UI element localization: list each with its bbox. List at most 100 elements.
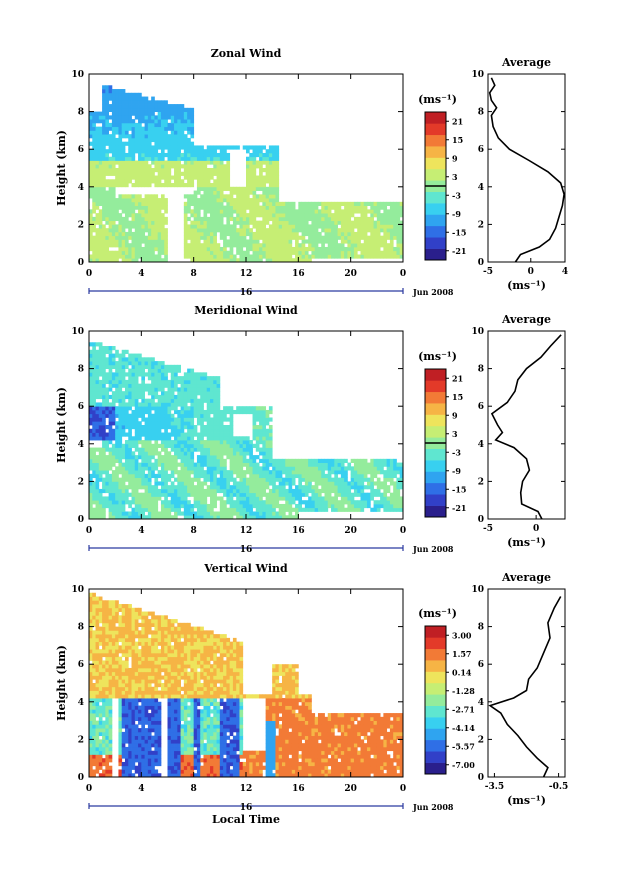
heatmap-cell	[255, 220, 260, 225]
heatmap-cell	[259, 511, 263, 516]
heatmap-cell	[340, 250, 345, 255]
colorbar-swatch	[425, 146, 446, 158]
heatmap-cell	[226, 186, 231, 191]
heatmap-cell	[170, 402, 175, 407]
heatmap-cell	[389, 209, 394, 214]
heatmap-cell	[295, 213, 299, 218]
heatmap-cell	[193, 246, 198, 252]
heatmap-cell	[236, 511, 240, 516]
heatmap-cell	[252, 243, 257, 248]
heatmap-cell	[213, 258, 217, 263]
heatmap-cell	[206, 477, 211, 482]
heatmap-cell	[334, 228, 338, 233]
heatmap-cell	[102, 440, 106, 445]
heatmap-cell	[128, 503, 132, 509]
heatmap-cell	[232, 224, 237, 229]
heatmap-cell	[389, 254, 394, 259]
heatmap-cell	[321, 507, 325, 512]
heatmap-cell	[353, 239, 358, 244]
heatmap-cell	[373, 250, 378, 255]
heatmap-cell	[180, 481, 185, 486]
heatmap-cell	[236, 503, 240, 509]
heatmap-cell	[118, 432, 123, 437]
heatmap-cell	[210, 220, 214, 225]
heatmap-cell	[187, 175, 191, 180]
heatmap-cell	[210, 186, 214, 191]
heatmap-cell	[206, 503, 211, 509]
heatmap-cell	[386, 466, 391, 471]
heatmap-cell	[367, 466, 371, 471]
heatmap-cell	[147, 361, 152, 366]
heatmap-cell	[308, 458, 312, 463]
heatmap-cell	[160, 394, 165, 400]
heatmap-cell	[383, 205, 388, 210]
heatmap-cell	[223, 228, 227, 233]
heatmap-cell	[334, 492, 338, 497]
heatmap-cell	[350, 507, 355, 512]
heatmap-cell	[124, 361, 129, 366]
heatmap-cell	[200, 428, 204, 433]
heatmap-cell	[157, 470, 162, 475]
heatmap-cell	[92, 376, 96, 381]
heatmap-cell	[164, 500, 168, 505]
heatmap-cell	[213, 246, 217, 252]
heatmap-cell	[236, 201, 240, 206]
heatmap-cell	[295, 228, 299, 233]
heatmap-cell	[396, 201, 401, 206]
heatmap-cells	[89, 342, 404, 520]
heatmap-cell	[95, 496, 100, 501]
heatmap-cell	[124, 511, 129, 516]
heatmap-cell	[399, 470, 404, 475]
heatmap-cell	[128, 111, 132, 116]
heatmap-cell	[321, 500, 325, 505]
heatmap-cell	[102, 361, 106, 366]
heatmap-cell	[187, 160, 191, 165]
heatmap-cell	[229, 425, 234, 430]
heatmap-cell	[144, 507, 149, 512]
heatmap-cell	[272, 511, 276, 516]
heatmap-cell	[291, 246, 296, 252]
heatmap-cell	[190, 466, 195, 471]
heatmap-cell	[249, 179, 253, 184]
heatmap-cell	[160, 443, 165, 448]
heatmap-cell	[89, 481, 93, 486]
heatmap-cell	[331, 213, 335, 218]
heatmap-cell	[255, 160, 260, 165]
heatmap-cell	[223, 417, 227, 422]
heatmap-cell	[128, 246, 132, 252]
heatmap-cell	[206, 145, 211, 150]
heatmap-cell	[164, 451, 168, 456]
heatmap-cell	[118, 364, 123, 369]
heatmap-cell	[147, 235, 152, 240]
heatmap-cell	[232, 477, 237, 482]
heatmap-cell	[180, 394, 185, 400]
heatmap-cell	[380, 228, 384, 233]
heatmap-cell	[272, 507, 276, 512]
heatmap-cell	[167, 115, 172, 120]
heatmap-cell	[95, 376, 100, 381]
heatmap-cell	[380, 235, 384, 240]
heatmap-cell	[308, 481, 312, 486]
heatmap-cell	[174, 503, 178, 509]
heatmap-cell	[164, 141, 168, 146]
heatmap-cell	[291, 201, 296, 206]
heatmap-cell	[393, 488, 397, 494]
heatmap-cell	[200, 194, 204, 199]
heatmap-cell	[281, 220, 286, 225]
heatmap-cell	[203, 164, 208, 169]
heatmap-cell	[223, 179, 227, 184]
heatmap-cell	[317, 250, 322, 255]
colorbar-swatch	[425, 380, 446, 393]
heatmap-cell	[128, 104, 132, 109]
heatmap-cell	[226, 496, 231, 501]
heatmap-cell	[317, 231, 322, 237]
heatmap-cell	[102, 126, 106, 131]
heatmap-cell	[108, 503, 113, 509]
heatmap-cell	[128, 398, 132, 403]
heatmap-cell	[131, 477, 136, 482]
heatmap-cell	[203, 186, 208, 191]
heatmap-cell	[170, 417, 175, 422]
heatmap-cell	[389, 228, 394, 233]
heatmap-cell	[174, 145, 178, 150]
heatmap-cell	[141, 425, 145, 430]
